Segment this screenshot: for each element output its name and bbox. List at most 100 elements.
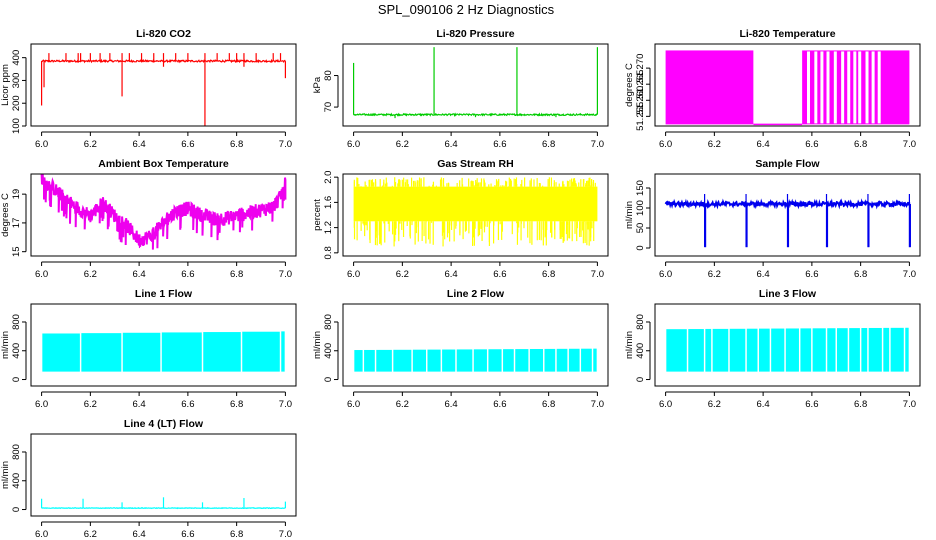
plot-frame: [342, 43, 609, 127]
y-axis-label: ml/min: [0, 461, 11, 489]
x-axis: 6.0 6.2 6.4 6.6 6.8 7.0: [659, 131, 916, 150]
chart-panel: Line 4 (LT) Flow 6.0 6.2 6.4 6.6 6.8 7.0 0 400 80…: [0, 418, 297, 540]
chart-panel: Sample Flow 6.0 6.2 6.4 6.6 6.8 7.0 0 50 100 150ml…: [624, 158, 921, 280]
x-tick-label: 6.6: [493, 399, 506, 410]
x-tick-label: 6.2: [84, 139, 97, 150]
data-layer: [42, 331, 285, 372]
data-layer: [40, 497, 286, 510]
data-block: [712, 328, 729, 372]
x-tick-label: 6.4: [133, 139, 146, 150]
data-block: [529, 348, 544, 372]
y-axis-label: degrees C: [624, 63, 635, 107]
x-tick-label: 6.4: [445, 269, 458, 280]
y-tick-label: 80: [323, 70, 334, 81]
y-tick-label: 1.6: [323, 196, 334, 209]
y-axis-label: ml/min: [624, 331, 635, 359]
x-tick-label: 6.0: [35, 269, 48, 280]
x-tick-label: 7.0: [279, 139, 292, 150]
data-block: [412, 349, 427, 372]
x-tick-label: 6.2: [396, 139, 409, 150]
x-tick-label: 6.4: [133, 399, 146, 410]
chart-panel: Line 3 Flow 6.0 6.2 6.4 6.6 6.8 7.0 0 400 800ml/m…: [624, 288, 921, 410]
data-block: [890, 327, 904, 372]
y-tick-label: 0.8: [323, 246, 334, 259]
y-tick-label: 2.0: [323, 171, 334, 184]
x-tick-label: 6.8: [230, 399, 243, 410]
data-layer: [353, 47, 599, 119]
y-tick-label: 100: [635, 200, 646, 216]
data-block: [785, 328, 799, 372]
y-tick-label: 15: [11, 246, 22, 257]
x-tick-label: 6.2: [84, 529, 97, 540]
x-tick-label: 6.0: [347, 139, 360, 150]
data-block: [688, 329, 704, 372]
x-tick-label: 6.4: [445, 399, 458, 410]
data-block: [849, 328, 860, 372]
data-block: [758, 328, 770, 372]
x-axis: 6.0 6.2 6.4 6.6 6.8 7.0: [35, 131, 292, 150]
x-tick-label: 6.6: [181, 529, 194, 540]
x-tick-label: 7.0: [903, 269, 916, 280]
data-block: [883, 327, 890, 372]
y-tick-label: 0: [11, 377, 22, 382]
x-tick-label: 6.8: [854, 399, 867, 410]
y-tick-label: 0: [635, 377, 646, 382]
x-tick-label: 7.0: [903, 399, 916, 410]
data-layer: [353, 177, 598, 247]
data-block: [568, 348, 580, 372]
y-tick-label: 1.2: [323, 221, 334, 234]
data-layer: [354, 348, 597, 372]
x-tick-label: 6.0: [347, 269, 360, 280]
y-tick-label: 51.270: [635, 54, 646, 83]
x-tick-label: 6.0: [35, 139, 48, 150]
data-band: [353, 186, 598, 222]
x-tick-label: 6.8: [230, 269, 243, 280]
chart-panel: Ambient Box Temperature 6.0 6.2 6.4 6.6 6.8 7.…: [0, 158, 297, 280]
plot-frame: [30, 433, 297, 517]
plot-frame: [654, 173, 921, 257]
data-block: [473, 349, 487, 372]
data-block: [122, 332, 161, 372]
y-axis-label: ml/min: [312, 331, 323, 359]
data-block: [242, 331, 280, 372]
data-block: [812, 328, 826, 372]
panel-title: Line 4 (LT) Flow: [124, 418, 204, 430]
y-axis-label: ml/min: [624, 201, 635, 229]
y-tick-label: 400: [11, 473, 22, 489]
x-tick-label: 6.0: [659, 139, 672, 150]
data-block: [442, 349, 456, 372]
y-tick-label: 70: [323, 102, 334, 113]
y-tick-label: 19: [11, 189, 22, 200]
x-tick-label: 6.2: [708, 269, 721, 280]
data-gap: [820, 51, 824, 124]
data-layer: [665, 50, 910, 126]
x-axis: 6.0 6.2 6.4 6.6 6.8 7.0: [347, 131, 604, 150]
x-tick-label: 6.8: [542, 139, 555, 150]
data-block: [800, 328, 812, 372]
x-tick-label: 6.8: [542, 269, 555, 280]
y-tick-label: 400: [635, 343, 646, 359]
data-block: [488, 349, 502, 372]
panel-title: Li-820 Pressure: [436, 28, 514, 40]
y-tick-label: 800: [11, 444, 22, 460]
y-tick-label: 400: [323, 343, 334, 359]
data-block: [161, 332, 202, 372]
figure-title: SPL_090106 2 Hz Diagnostics: [378, 2, 555, 17]
y-tick-label: 50: [635, 223, 646, 234]
x-tick-label: 6.0: [35, 529, 48, 540]
x-tick-label: 6.8: [542, 399, 555, 410]
data-layer: [666, 327, 909, 372]
panel-title: Sample Flow: [755, 158, 820, 170]
y-tick-label: 400: [11, 50, 22, 66]
chart-panel: Line 1 Flow 6.0 6.2 6.4 6.6 6.8 7.0 0 400 800ml/m…: [0, 288, 297, 410]
x-tick-label: 6.0: [35, 399, 48, 410]
y-tick-label: 17: [11, 218, 22, 229]
x-axis: 6.0 6.2 6.4 6.6 6.8 7.0: [659, 391, 916, 410]
data-gap: [826, 51, 830, 124]
